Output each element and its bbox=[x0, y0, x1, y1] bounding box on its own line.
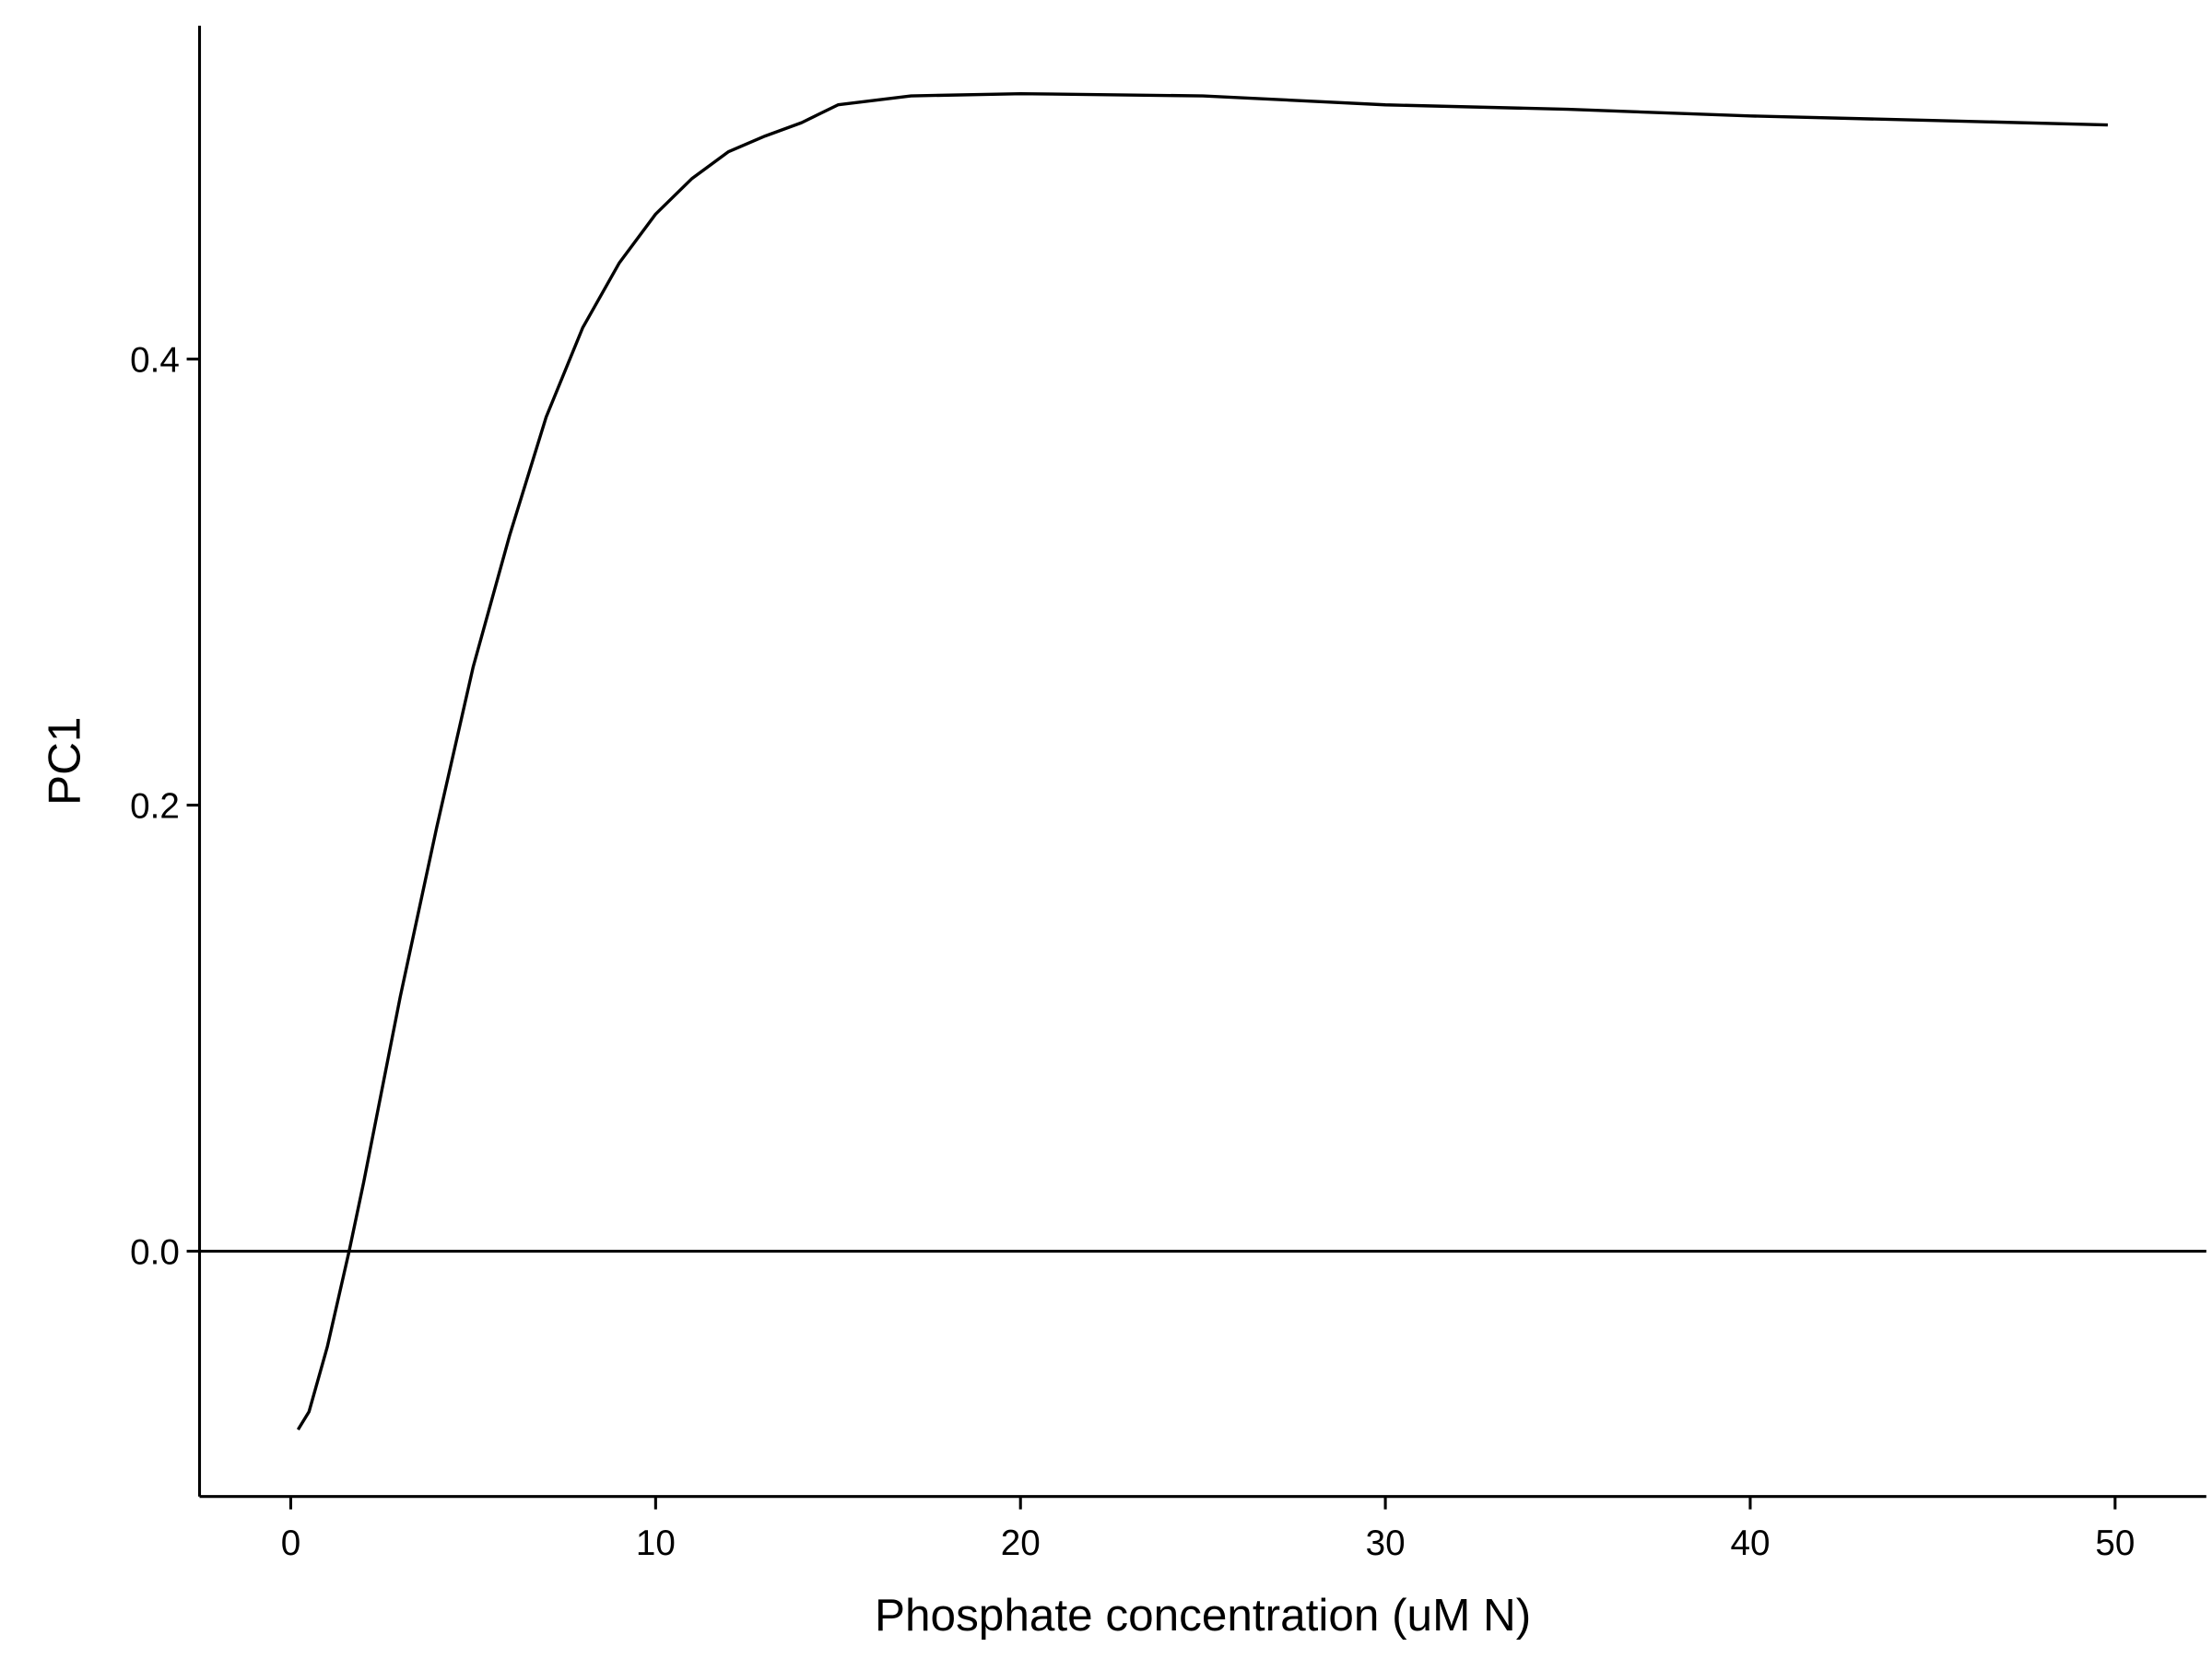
x-tick-label: 0 bbox=[281, 1524, 301, 1563]
y-tick-label: 0.0 bbox=[130, 1232, 180, 1272]
line-series bbox=[296, 91, 2108, 1431]
y-axis-title: PC1 bbox=[40, 717, 90, 806]
x-axis-title: Phosphate concentration (uM N) bbox=[875, 1590, 1531, 1641]
x-tick-label: 20 bbox=[1001, 1524, 1041, 1563]
x-tick-label: 40 bbox=[1730, 1524, 1770, 1563]
y-tick-label: 0.4 bbox=[130, 341, 180, 381]
y-tick-label: 0.2 bbox=[130, 786, 180, 826]
x-tick-label: 50 bbox=[2095, 1524, 2135, 1563]
x-tick-label: 10 bbox=[636, 1524, 676, 1563]
x-tick-label: 30 bbox=[1366, 1524, 1406, 1563]
